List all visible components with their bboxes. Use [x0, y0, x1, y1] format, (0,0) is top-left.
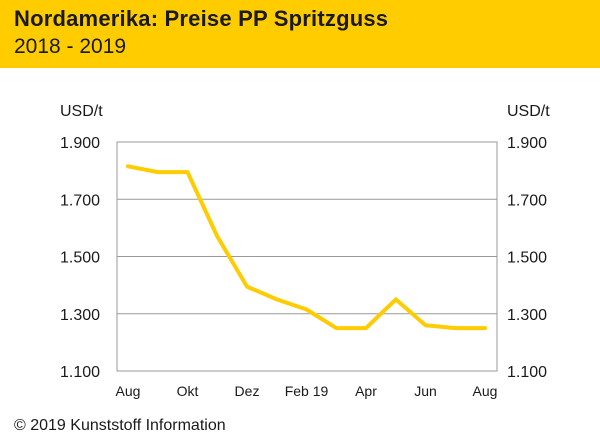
- y-tick-label-right: 1.700: [507, 192, 547, 209]
- chart-header: Nordamerika: Preise PP Spritzguss 2018 -…: [0, 0, 600, 68]
- y-tick-label-left: 1.700: [60, 192, 100, 209]
- copyright-footer: © 2019 Kunststoff Information: [14, 417, 226, 434]
- plot-frame: [116, 141, 498, 372]
- y-ticks-right: 1.100 1.300 1.500 1.700 1.900: [507, 135, 547, 381]
- y-axis-label-right: USD/t: [507, 103, 550, 120]
- x-tick-label: Apr: [355, 383, 377, 399]
- y-tick-label-left: 1.100: [60, 364, 100, 381]
- x-ticks: Aug Okt Dez Feb 19 Apr Jun Aug: [116, 383, 498, 399]
- grid-lines: [117, 198, 497, 315]
- x-tick-label: Jun: [414, 383, 437, 399]
- y-tick-label-left: 1.500: [60, 250, 100, 267]
- y-tick-label-right: 1.500: [507, 250, 547, 267]
- chart-area: USD/t USD/t 1.100 1.300 1.500 1.700 1.900 1.…: [0, 68, 600, 410]
- price-line: [126, 164, 487, 331]
- y-tick-label-left: 1.900: [60, 135, 100, 152]
- x-tick-label: Feb 19: [285, 383, 329, 399]
- y-axis-label-left: USD/t: [60, 103, 103, 120]
- x-tick-label: Okt: [177, 383, 199, 399]
- chart-title: Nordamerika: Preise PP Spritzguss: [14, 6, 389, 31]
- x-tick-label: Aug: [473, 383, 498, 399]
- line-chart: USD/t USD/t 1.100 1.300 1.500 1.700 1.900 1.…: [60, 103, 550, 399]
- y-tick-label-right: 1.300: [507, 307, 547, 324]
- x-tick-label: Dez: [235, 383, 260, 399]
- y-tick-label-right: 1.100: [507, 364, 547, 381]
- y-ticks-left: 1.100 1.300 1.500 1.700 1.900: [60, 135, 100, 381]
- y-tick-label-right: 1.900: [507, 135, 547, 152]
- chart-subtitle: 2018 - 2019: [14, 35, 127, 58]
- x-tick-label: Aug: [116, 383, 141, 399]
- y-tick-label-left: 1.300: [60, 307, 100, 324]
